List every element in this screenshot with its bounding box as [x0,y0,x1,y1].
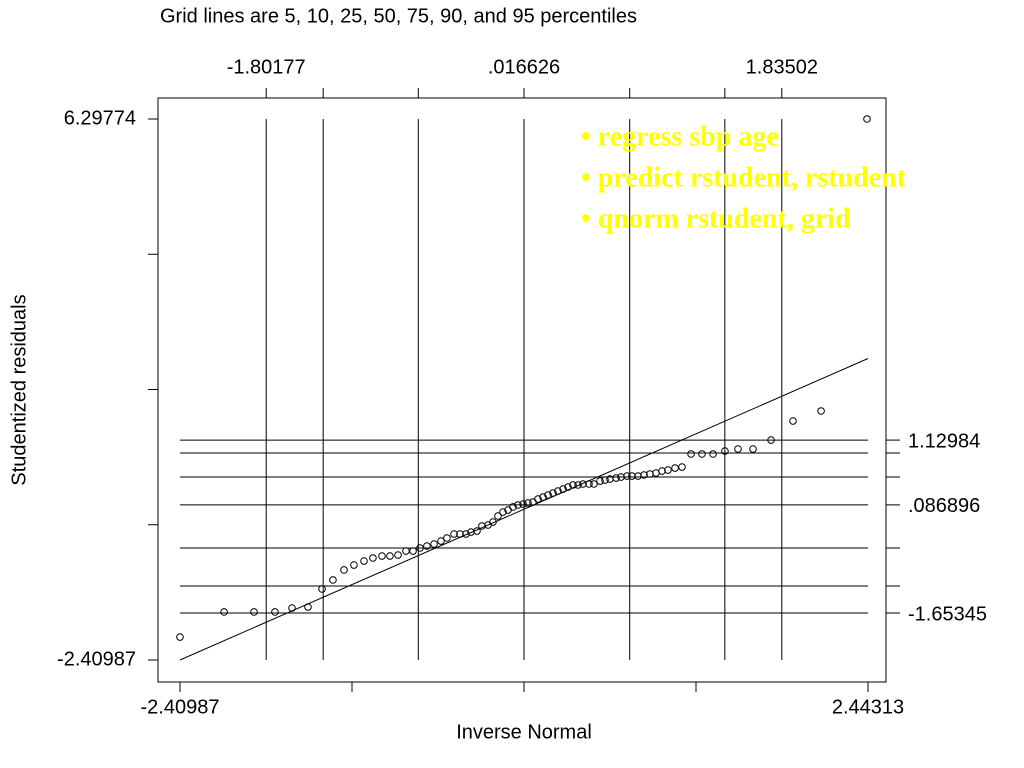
chart-title: Grid lines are 5, 10, 25, 50, 75, 90, an… [160,5,637,27]
point [534,495,542,503]
point [340,566,348,574]
annotation: • predict rstudent, rstudent [581,162,907,193]
point [623,472,631,480]
y2-tick-label: 1.12984 [908,430,980,452]
point [514,501,522,509]
x-tick-label: -2.40987 [141,696,220,718]
point [430,540,438,548]
point [467,528,475,536]
point [456,530,464,538]
x2-tick-label: -1.80177 [227,56,306,78]
point [478,522,486,530]
point [220,608,228,616]
point [709,450,717,458]
point [617,473,625,481]
point [767,436,775,444]
point [329,576,337,584]
point [574,481,582,489]
point [318,585,326,593]
point [304,603,312,611]
y-tick-label: 6.29774 [64,107,136,129]
annotation: • regress sbp age [581,121,779,152]
point [596,477,604,485]
point [789,417,797,425]
x2-tick-label: 1.83502 [746,56,818,78]
x-tick-label: 2.44313 [832,696,904,718]
point [437,537,445,545]
x-axis-label: Inverse Normal [456,721,592,743]
point [416,544,424,552]
point [423,542,431,550]
point [658,467,666,475]
point [554,487,562,495]
point [176,633,184,641]
point [544,491,552,499]
point [519,500,527,508]
point [489,518,497,526]
point [734,445,742,453]
point [559,485,567,493]
point [678,463,686,471]
point [494,512,502,520]
point [271,608,279,616]
point [721,447,729,455]
y-axis-label: Studentized residuals [8,294,30,485]
point [443,534,451,542]
point [360,557,368,565]
point [569,481,577,489]
annotation: • qnorm rstudent, grid [581,203,851,234]
point [250,608,258,616]
point [579,480,587,488]
point [386,552,394,560]
point [378,552,386,560]
point [590,480,598,488]
point [817,407,825,415]
point [473,527,481,535]
point [863,115,871,123]
x2-tick-label: .016626 [488,56,560,78]
point [664,466,672,474]
point [394,551,402,559]
point [549,489,557,497]
point [288,604,296,612]
point [350,561,358,569]
point [634,472,642,480]
point [539,493,547,501]
point [369,554,377,562]
point [499,508,507,516]
y2-tick-label: .086896 [908,495,980,517]
point [524,499,532,507]
y-tick-label: -2.40987 [57,648,136,670]
point [601,476,609,484]
point [585,480,593,488]
point [612,474,620,482]
point [687,450,695,458]
point [409,547,417,555]
point [640,471,648,479]
point [698,450,706,458]
point [402,547,410,555]
point [749,445,757,453]
point [564,483,572,491]
point [462,530,470,538]
y2-tick-label: -1.65345 [908,603,987,625]
point [509,503,517,511]
point [671,464,679,472]
point [450,530,458,538]
point [628,472,636,480]
